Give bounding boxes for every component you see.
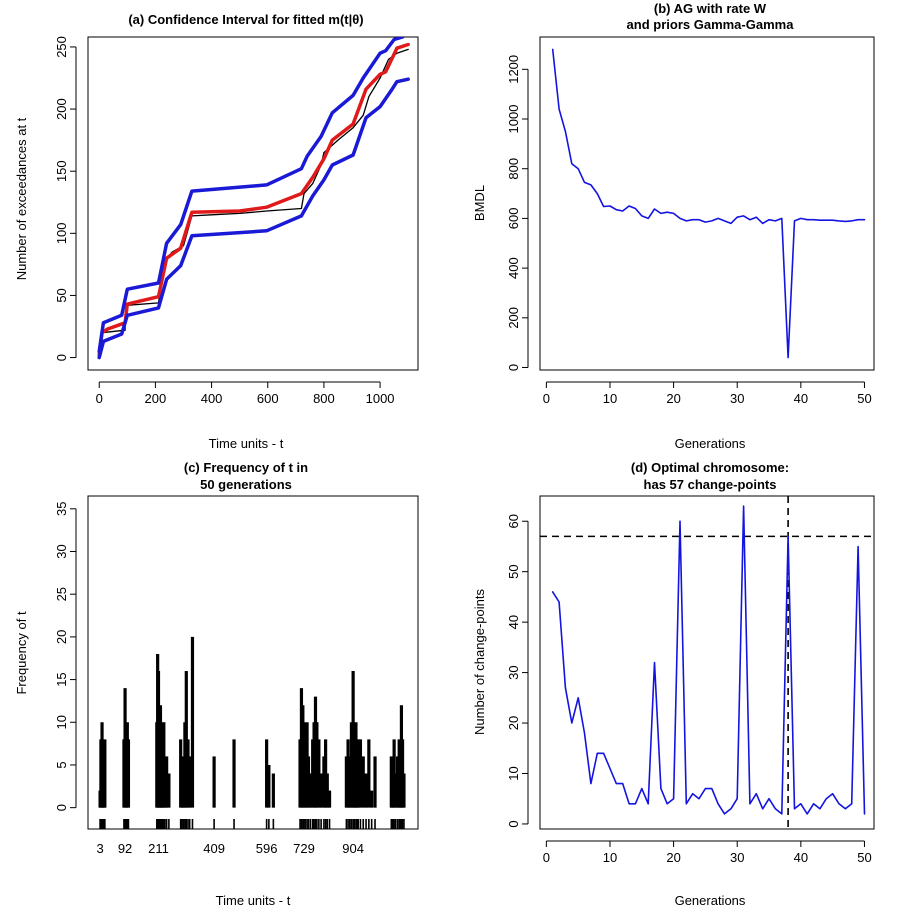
panel-b-y-tick-label: 1000 [506,105,521,134]
panel-c-frame [87,495,419,830]
panel-a-x-tick-label: 200 [145,391,167,406]
panel-c-ylabel: Frequency of t [14,611,29,694]
panel-d-y-tick-label: 50 [506,564,521,578]
panel-b-x-tick-label: 30 [730,391,744,406]
panel-d-x-tick-label: 40 [794,850,808,865]
panel-b-y-tick-label: 600 [506,208,521,230]
panel-b-y-tick-label: 200 [506,307,521,329]
panel-c-x-tick-label: 409 [203,841,225,856]
panel-c-x-tick-label: 596 [256,841,278,856]
panel-a-y-tick-label: 200 [54,98,69,120]
panel-b-y-tick-label: 800 [506,158,521,180]
panel-d-y-tick-label: 10 [506,766,521,780]
panel-c-title-line2: 50 generations [200,477,292,492]
panel-c-x-tick-label: 904 [342,841,364,856]
panel-d-y-tick-label: 40 [506,615,521,629]
panel-b-x-tick-label: 50 [857,391,871,406]
panel-a-ylabel: Number of exceedances at t [14,117,29,280]
panel-d-y-tick-label: 30 [506,665,521,679]
panel-c-y-tick-label: 30 [54,544,69,558]
panel-a-series-fitted [97,42,410,357]
panel-a-y-tick-label: 0 [54,354,69,361]
panel-d-x-tick-label: 50 [857,850,871,865]
panel-c-y-tick-label: 25 [54,587,69,601]
panel-c-xlabel: Time units - t [216,893,291,908]
panel-c-title-line1: (c) Frequency of t in [184,460,308,475]
panel-c-y-tick-label: 10 [54,715,69,729]
panel-c: (c) Frequency of t in 50 generations Tim… [14,460,419,908]
panel-a-series-upper [97,37,405,354]
panel-d: (d) Optimal chromosome: has 57 change-po… [472,460,875,908]
panel-a-series-lower [97,77,410,360]
panel-b-x-tick-label: 10 [603,391,617,406]
panel-d-x-tick-label: 20 [666,850,680,865]
panel-a-x-tick-label: 0 [96,391,103,406]
panel-d-x-tick-label: 10 [603,850,617,865]
panel-a-frame [87,36,419,371]
panel-c-y-tick-label: 35 [54,502,69,516]
panel-b-y-tick-label: 0 [506,364,521,371]
panel-d-x-tick-label: 0 [543,850,550,865]
panel-d-title-line1: (d) Optimal chromosome: [631,460,789,475]
panel-d-ylabel: Number of change-points [472,589,487,735]
panel-c-x-tick-label: 92 [118,841,132,856]
panel-a-y-tick-label: 50 [54,288,69,302]
panel-c-x-tick-label: 211 [148,841,169,856]
panel-a-x-tick-label: 1000 [366,391,395,406]
panel-c-x-tick-label: 729 [293,841,315,856]
panel-d-y-tick-label: 0 [506,820,521,827]
panel-b-series-BMDL [551,48,866,359]
panel-d-y-tick-label: 60 [506,514,521,528]
panel-a-x-tick-label: 400 [201,391,223,406]
panel-c-y-tick-label: 20 [54,630,69,644]
panel-b-title-line1: (b) AG with rate W [654,1,767,16]
panel-a-y-tick-label: 100 [54,222,69,244]
panel-a: (a) Confidence Interval for fitted m(t|θ… [14,12,419,451]
panel-a-y-tick-label: 250 [54,36,69,58]
panel-a-y-tick-label: 150 [54,160,69,182]
panel-b-title-line2: and priors Gamma-Gamma [627,17,795,32]
panel-b-xlabel: Generations [675,436,746,451]
panel-b-x-tick-label: 20 [666,391,680,406]
panel-b-frame [539,36,875,371]
panel-a-series-observed [98,48,409,359]
panel-b-x-tick-label: 40 [794,391,808,406]
panel-a-x-tick-label: 600 [257,391,279,406]
panel-d-xlabel: Generations [675,893,746,908]
panel-d-y-tick-label: 20 [506,716,521,730]
panel-b-ylabel: BMDL [472,185,487,221]
panel-d-x-tick-label: 30 [730,850,744,865]
panel-d-title-line2: has 57 change-points [644,477,777,492]
panel-a-title: (a) Confidence Interval for fitted m(t|θ… [128,12,363,27]
panel-a-x-tick-label: 800 [313,391,335,406]
panel-c-y-tick-label: 5 [54,761,69,768]
panel-b-x-tick-label: 0 [543,391,550,406]
panel-a-xlabel: Time units - t [209,436,284,451]
panel-d-frame [539,495,875,830]
panel-d-series-change-points [551,505,866,815]
panel-b-y-tick-label: 1200 [506,55,521,84]
panel-c-x-tick-label: 3 [96,841,103,856]
panel-b: (b) AG with rate W and priors Gamma-Gamm… [472,1,875,451]
panel-c-y-tick-label: 0 [54,804,69,811]
panel-c-y-tick-label: 15 [54,672,69,686]
panel-b-y-tick-label: 400 [506,257,521,279]
